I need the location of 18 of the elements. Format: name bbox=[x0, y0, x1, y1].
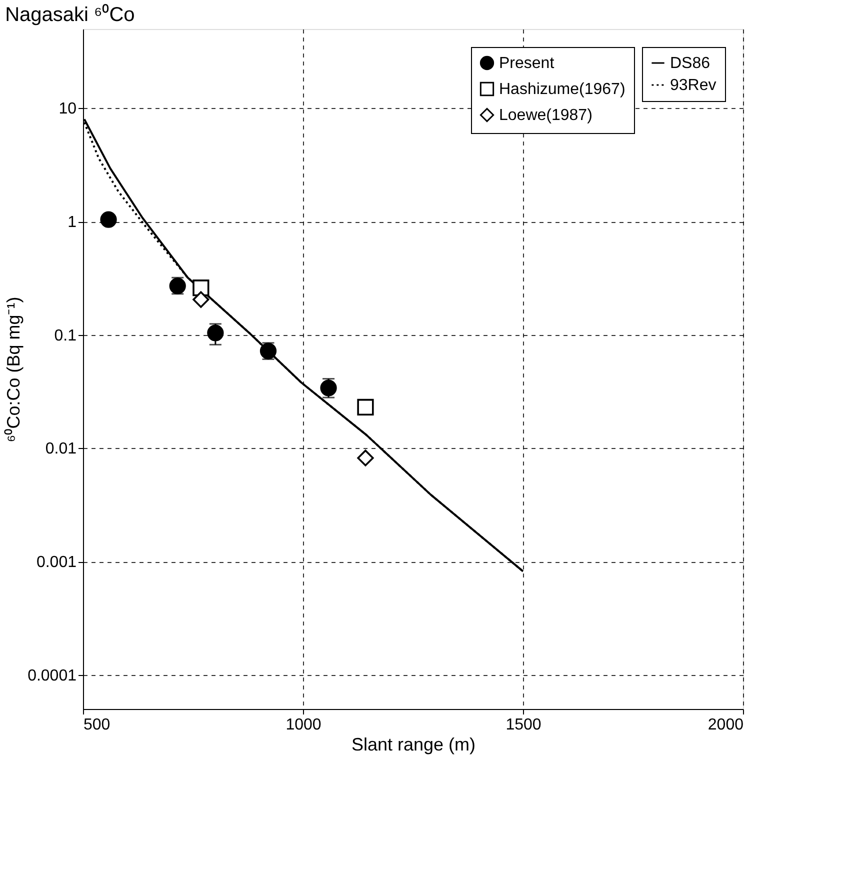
y-tick-label: 0.1 bbox=[54, 327, 77, 344]
x-axis-title: Slant range (m) bbox=[351, 734, 476, 754]
x-tick-label: 1500 bbox=[506, 716, 542, 734]
legend-label: 93Rev bbox=[670, 77, 716, 94]
x-tick-label: 500 bbox=[84, 716, 110, 734]
chart-title: Nagasaki ⁶⁰Co bbox=[5, 3, 135, 26]
x-tick-label: 1000 bbox=[286, 716, 322, 734]
x-tick-label: 2000 bbox=[708, 716, 744, 734]
legend-label: DS86 bbox=[670, 55, 710, 72]
y-tick-label: 10 bbox=[58, 100, 77, 118]
y-axis-title: ⁶⁰Co:Co (Bq mg⁻¹) bbox=[4, 296, 24, 442]
y-tick-label: 0.0001 bbox=[28, 667, 77, 684]
y-tick-label: 1 bbox=[68, 214, 77, 232]
legend-label: Present bbox=[499, 55, 555, 72]
y-tick-label: 0.001 bbox=[36, 554, 77, 572]
legend-label: Loewe(1987) bbox=[499, 107, 592, 124]
legend-label: Hashizume(1967) bbox=[499, 81, 626, 98]
y-tick-label: 0.01 bbox=[45, 440, 77, 458]
